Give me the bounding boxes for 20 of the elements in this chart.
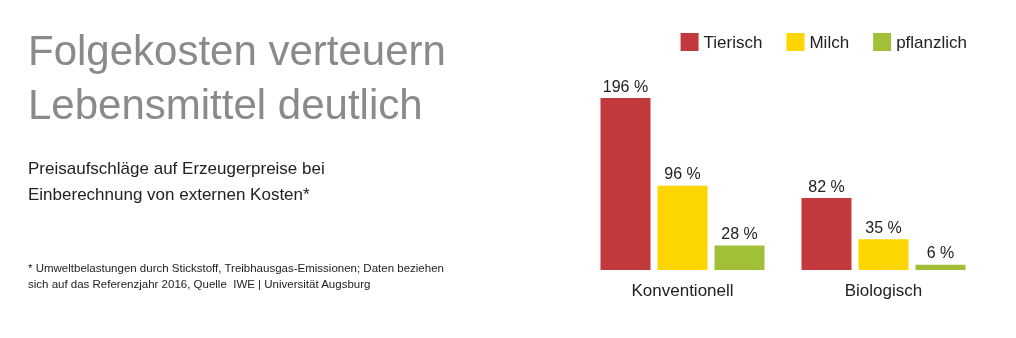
bar xyxy=(657,185,708,270)
legend-label: Tierisch xyxy=(703,32,763,52)
bar xyxy=(915,264,966,270)
bar xyxy=(714,245,765,270)
legend-label: Milch xyxy=(809,32,850,52)
bar xyxy=(600,98,651,270)
data-label: 196 % xyxy=(602,77,649,95)
data-label: 35 % xyxy=(865,218,902,236)
legend-label: pflanzlich xyxy=(896,32,967,52)
data-label: 28 % xyxy=(721,224,758,242)
bar xyxy=(801,198,852,270)
text: Folgekosten verteuern Lebensmittel deutlich xyxy=(28,26,447,130)
data-label: 6 % xyxy=(926,244,955,262)
data-label: 96 % xyxy=(664,165,701,183)
bar xyxy=(858,239,909,270)
data-label: 82 % xyxy=(808,177,845,195)
text: Preisaufschläge auf Erzeugerpreise bei Einberechnung von externen Kosten* xyxy=(28,158,326,206)
x-tick-label: Biologisch xyxy=(844,281,923,300)
x-tick-label: Konventionell xyxy=(631,281,734,300)
text: * Umweltbelastungen durch Stickstoff, Treibhausgas-Emissionen; Daten beziehen sich auf das Referenzjahr 2016, Quelle IWE | Universität Augsburg xyxy=(28,261,445,292)
